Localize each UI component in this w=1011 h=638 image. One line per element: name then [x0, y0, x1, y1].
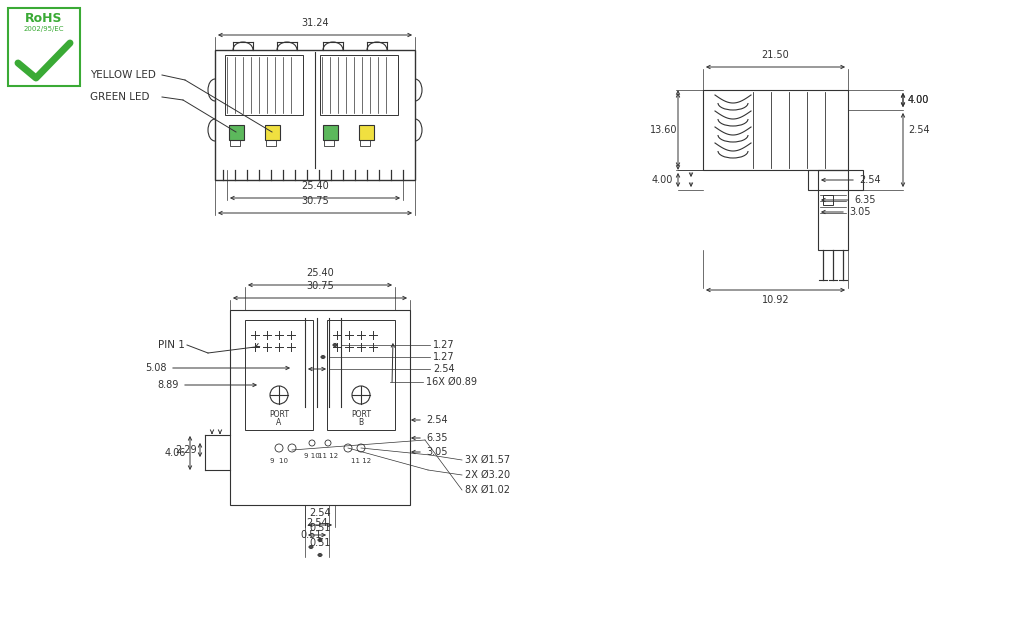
Text: A: A [276, 418, 282, 427]
Text: 2.54: 2.54 [306, 518, 328, 528]
Text: 25.40: 25.40 [301, 181, 329, 191]
Text: 2.54: 2.54 [433, 364, 455, 374]
Text: B: B [359, 418, 364, 427]
Text: 6.35: 6.35 [854, 195, 876, 205]
Text: 16X Ø0.89: 16X Ø0.89 [426, 377, 477, 387]
Bar [215, 50, 415, 180]
Bar [323, 125, 338, 140]
Text: 11 12: 11 12 [317, 453, 338, 459]
Text: 2.29: 2.29 [175, 445, 196, 455]
Text: 4.00: 4.00 [908, 95, 929, 105]
Bar [324, 140, 334, 146]
Text: 0.51: 0.51 [309, 538, 331, 548]
Text: 2.54: 2.54 [309, 508, 331, 518]
Bar [327, 320, 395, 430]
Bar [823, 195, 833, 205]
Bar [229, 310, 410, 505]
Text: 4.06: 4.06 [165, 448, 186, 458]
Text: 4.00: 4.00 [652, 175, 673, 185]
Bar [265, 125, 280, 140]
Text: 2.54: 2.54 [426, 415, 448, 425]
Text: 10.92: 10.92 [761, 295, 790, 305]
Text: 0.51: 0.51 [309, 523, 331, 533]
Bar [360, 140, 370, 146]
Text: 4.00: 4.00 [908, 95, 929, 105]
Bar [359, 125, 374, 140]
Text: 30.75: 30.75 [301, 196, 329, 206]
Text: 3X Ø1.57: 3X Ø1.57 [465, 455, 511, 465]
Bar [266, 140, 276, 146]
Text: 25.40: 25.40 [306, 268, 334, 278]
Text: 3.05: 3.05 [849, 207, 870, 217]
Text: 9 10: 9 10 [304, 453, 319, 459]
Bar [225, 55, 303, 115]
Bar [245, 320, 313, 430]
Text: 9  10: 9 10 [270, 458, 288, 464]
Bar [818, 170, 848, 250]
Text: 11 12: 11 12 [351, 458, 371, 464]
Bar [229, 125, 244, 140]
Text: 30.75: 30.75 [306, 281, 334, 291]
Text: PIN 1: PIN 1 [158, 340, 185, 350]
Bar [703, 90, 848, 170]
Text: 3.05: 3.05 [426, 447, 448, 457]
Text: 8.89: 8.89 [158, 380, 179, 390]
Text: RoHS: RoHS [25, 13, 63, 26]
Text: PORT: PORT [269, 410, 289, 419]
Text: 2.54: 2.54 [859, 175, 881, 185]
Text: 1.27: 1.27 [433, 352, 455, 362]
Text: 2X Ø3.20: 2X Ø3.20 [465, 470, 511, 480]
Text: 1.27: 1.27 [433, 340, 455, 350]
Text: 8X Ø1.02: 8X Ø1.02 [465, 485, 510, 495]
Text: 5.08: 5.08 [146, 363, 167, 373]
Text: YELLOW LED: YELLOW LED [90, 70, 156, 80]
Bar [320, 55, 398, 115]
Text: 21.50: 21.50 [761, 50, 790, 60]
Text: 31.24: 31.24 [301, 18, 329, 28]
Bar [8, 8, 80, 86]
Bar [229, 140, 240, 146]
Text: 13.60: 13.60 [650, 125, 677, 135]
Text: GREEN LED: GREEN LED [90, 92, 150, 102]
Text: 6.35: 6.35 [426, 433, 448, 443]
Text: 0.51: 0.51 [300, 530, 321, 540]
Text: 2002/95/EC: 2002/95/EC [23, 26, 65, 32]
Text: PORT: PORT [351, 410, 371, 419]
Text: 2.54: 2.54 [908, 125, 930, 135]
Bar [808, 170, 863, 190]
